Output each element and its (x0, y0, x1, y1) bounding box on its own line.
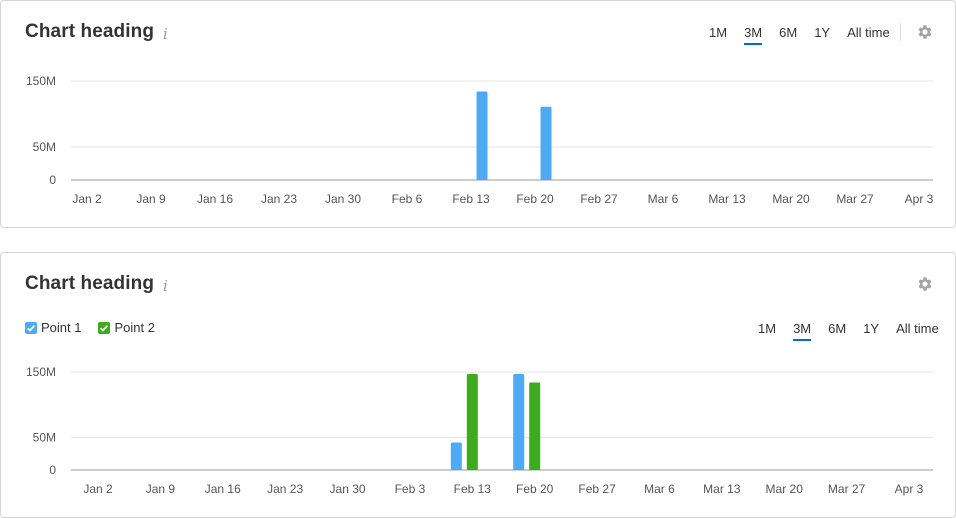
period-all-time[interactable]: All time (847, 25, 890, 40)
period-1m[interactable]: 1M (709, 25, 728, 40)
bar[interactable] (513, 373, 525, 470)
checkbox-icon[interactable] (25, 321, 37, 334)
x-tick-label: Jan 30 (325, 192, 361, 206)
period-3m[interactable]: 3M (793, 321, 812, 341)
x-tick-label: Apr 3 (905, 192, 934, 206)
x-tick-label: Jan 23 (267, 482, 303, 496)
x-tick-label: Jan 9 (146, 482, 176, 496)
bar-chart-2: 0 50M 150M Jan 2 Jan 9 Jan 16 Jan 23 Jan 30 Feb … (26, 365, 933, 496)
x-tick-label: Jan 23 (261, 192, 297, 206)
period-3m[interactable]: 3M (744, 25, 763, 45)
x-tick-label: Mar 6 (644, 482, 675, 496)
chart-legend: Point 1 Point 2 (25, 320, 172, 335)
x-tick-label: Feb 20 (516, 192, 554, 206)
y-tick-label: 150M (26, 74, 56, 88)
x-tick-label: Mar 13 (703, 482, 741, 496)
x-tick-label: Feb 6 (392, 192, 423, 206)
x-tick-label: Mar 6 (648, 192, 679, 206)
period-1m[interactable]: 1M (758, 321, 777, 336)
chart-card-2: Chart heading i Point 1 Point 2 1M 3M 6M… (0, 252, 956, 518)
gear-icon[interactable] (916, 23, 934, 41)
bar[interactable] (529, 382, 541, 470)
x-tick-label: Feb 27 (580, 192, 618, 206)
legend-item-point-2[interactable]: Point 2 (98, 320, 155, 335)
bar-chart-1: 0 50M 150M Jan 2 Jan 9 Jan 16 Jan 23 Jan 30 Feb … (26, 74, 934, 206)
x-tick-label: Mar 13 (708, 192, 746, 206)
y-tick-label: 50M (33, 430, 56, 444)
x-tick-label: Jan 16 (197, 192, 233, 206)
period-selector: 1M 3M 6M 1Y All time (709, 25, 890, 45)
chart-heading: Chart heading (25, 21, 155, 42)
period-1y[interactable]: 1Y (814, 25, 831, 40)
y-tick-label: 0 (49, 463, 56, 477)
info-icon[interactable]: i (163, 24, 168, 43)
gear-icon[interactable] (916, 275, 934, 293)
x-tick-label: Feb 27 (578, 482, 616, 496)
legend-item-point-1[interactable]: Point 1 (25, 320, 81, 335)
period-6m[interactable]: 6M (779, 25, 798, 40)
bar[interactable] (540, 106, 552, 180)
x-tick-label: Jan 9 (136, 192, 166, 206)
chart-heading: Chart heading (25, 273, 155, 294)
period-selector: 1M 3M 6M 1Y All time (758, 321, 939, 341)
legend-label: Point 1 (41, 320, 82, 335)
y-tick-label: 150M (26, 365, 56, 379)
x-tick-label: Feb 20 (516, 482, 554, 496)
toolbar-divider (900, 23, 901, 41)
x-tick-label: Mar 20 (766, 482, 804, 496)
x-tick-label: Jan 2 (72, 192, 102, 206)
x-tick-label: Mar 27 (828, 482, 866, 496)
chart-card-1: Chart heading i 1M 3M 6M 1Y All time 0 50… (0, 0, 956, 228)
period-6m[interactable]: 6M (828, 321, 847, 336)
info-icon[interactable]: i (163, 276, 168, 295)
x-tick-label: Jan 2 (83, 482, 113, 496)
chart-title-row: Chart heading i (25, 273, 168, 295)
bar[interactable] (476, 91, 488, 180)
x-tick-label: Jan 16 (205, 482, 241, 496)
period-all-time[interactable]: All time (896, 321, 939, 336)
y-tick-label: 0 (49, 173, 56, 187)
period-1y[interactable]: 1Y (863, 321, 880, 336)
bar[interactable] (466, 373, 478, 470)
x-tick-label: Feb 3 (395, 482, 426, 496)
x-tick-label: Apr 3 (895, 482, 924, 496)
x-tick-label: Mar 27 (836, 192, 874, 206)
x-tick-label: Mar 20 (772, 192, 810, 206)
legend-label: Point 2 (114, 320, 155, 335)
x-tick-label: Feb 13 (452, 192, 490, 206)
bar[interactable] (450, 442, 462, 470)
x-tick-label: Feb 13 (454, 482, 492, 496)
y-tick-label: 50M (33, 140, 56, 154)
chart-title-row: Chart heading i (25, 21, 168, 43)
x-tick-label: Jan 30 (330, 482, 366, 496)
checkbox-icon[interactable] (98, 321, 111, 334)
